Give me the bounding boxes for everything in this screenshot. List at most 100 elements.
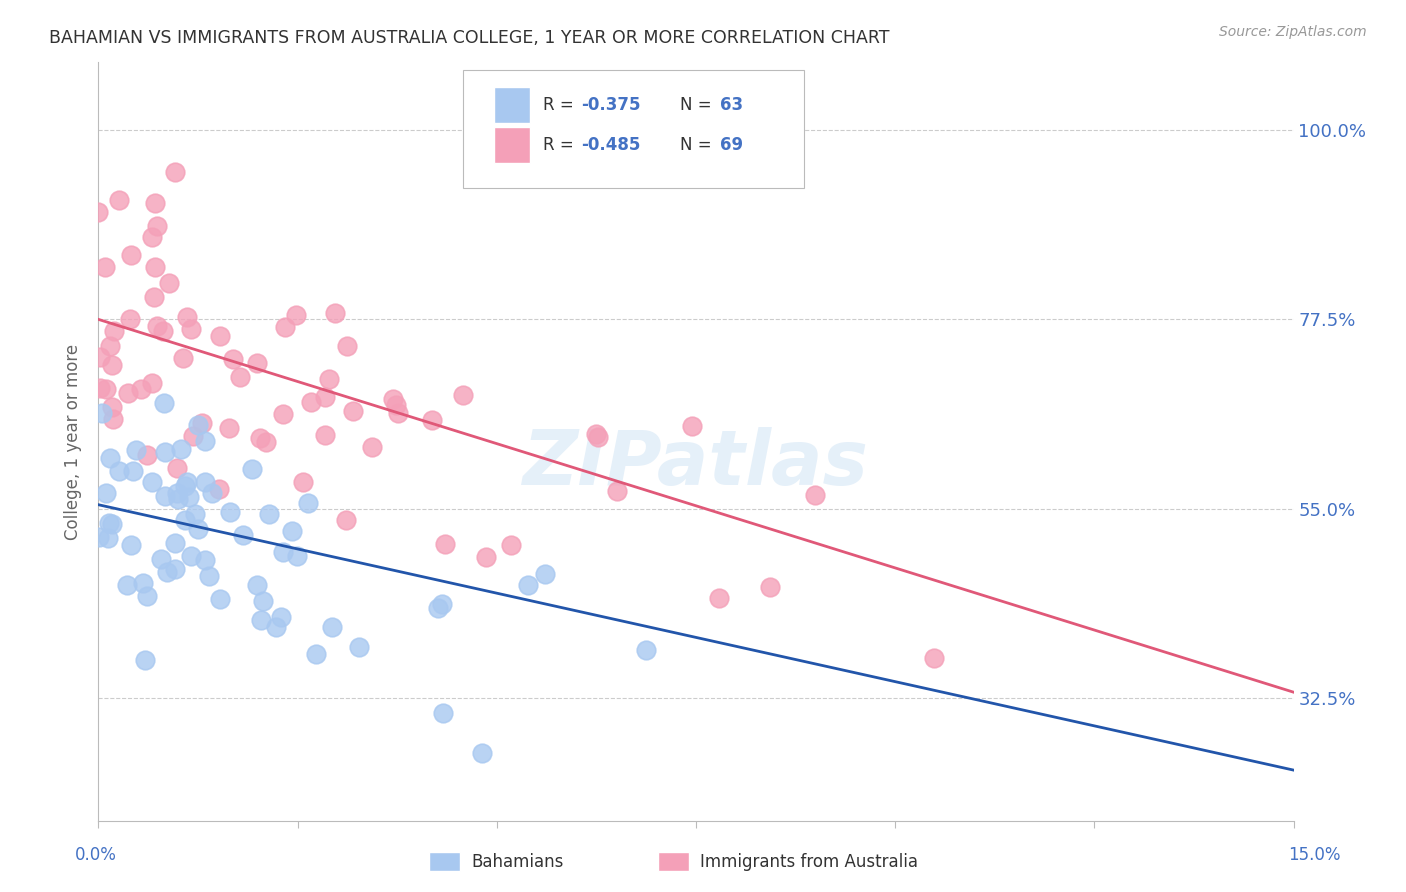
Point [209, 329, 232, 343]
Point [143, 290, 166, 304]
Point [270, 609, 292, 624]
Point [143, 195, 166, 210]
Point [318, 372, 340, 386]
Point [115, 578, 138, 592]
Point [475, 550, 498, 565]
Point [517, 578, 540, 592]
Text: 0.0%: 0.0% [75, 846, 117, 863]
Point [606, 484, 628, 499]
Y-axis label: College, 1 year or more: College, 1 year or more [65, 343, 83, 540]
Point [156, 565, 179, 579]
Point [141, 229, 163, 244]
Text: 15.0%: 15.0% [1288, 846, 1341, 863]
Point [201, 486, 224, 500]
Point [120, 538, 142, 552]
Text: Source: ZipAtlas.com: Source: ZipAtlas.com [1219, 25, 1367, 39]
Point [218, 421, 240, 435]
Point [94, 260, 117, 275]
Point [208, 483, 231, 497]
Point [681, 419, 703, 434]
Point [125, 442, 148, 457]
Point [193, 552, 215, 566]
Point [240, 462, 263, 476]
Text: BAHAMIAN VS IMMIGRANTS FROM AUSTRALIA COLLEGE, 1 YEAR OR MORE CORRELATION CHART: BAHAMIAN VS IMMIGRANTS FROM AUSTRALIA CO… [49, 29, 890, 46]
Point [314, 390, 336, 404]
Point [103, 412, 125, 426]
Point [187, 523, 209, 537]
Point [103, 324, 125, 338]
Point [194, 475, 217, 490]
Point [451, 388, 474, 402]
Point [173, 479, 195, 493]
Point [177, 490, 200, 504]
Text: 63: 63 [720, 96, 742, 114]
Point [759, 580, 782, 594]
Point [264, 620, 287, 634]
Point [152, 325, 174, 339]
Point [246, 578, 269, 592]
Point [198, 568, 221, 582]
Point [271, 544, 294, 558]
Point [141, 376, 163, 390]
Point [360, 441, 382, 455]
Point [299, 395, 322, 409]
Point [194, 434, 217, 449]
Point [146, 319, 169, 334]
Point [432, 706, 454, 720]
Point [97, 531, 120, 545]
Point [108, 464, 131, 478]
FancyBboxPatch shape [463, 70, 804, 187]
Text: N =: N = [681, 96, 717, 114]
Point [252, 594, 274, 608]
Point [117, 386, 139, 401]
Point [804, 488, 827, 502]
Point [87, 205, 110, 219]
Point [101, 359, 124, 373]
Point [432, 597, 454, 611]
Point [87, 530, 110, 544]
Point [96, 486, 118, 500]
Point [100, 339, 122, 353]
FancyBboxPatch shape [494, 87, 530, 123]
Point [499, 538, 522, 552]
Point [209, 591, 232, 606]
Point [157, 276, 180, 290]
Text: R =: R = [543, 96, 579, 114]
Point [382, 392, 405, 406]
Point [533, 567, 555, 582]
Point [129, 382, 152, 396]
Text: Immigrants from Australia: Immigrants from Australia [700, 853, 918, 871]
Point [101, 516, 124, 531]
Point [250, 613, 273, 627]
Point [291, 475, 314, 490]
Point [585, 426, 607, 441]
Point [163, 536, 186, 550]
Text: R =: R = [543, 136, 579, 154]
Point [89, 381, 111, 395]
Point [321, 620, 343, 634]
Point [167, 492, 190, 507]
Point [304, 647, 326, 661]
Point [229, 370, 252, 384]
Text: -0.485: -0.485 [581, 136, 641, 154]
Point [297, 496, 319, 510]
Point [285, 308, 308, 322]
Point [634, 643, 657, 657]
Point [120, 248, 142, 262]
Point [174, 513, 197, 527]
Text: -0.375: -0.375 [581, 96, 641, 114]
Text: Bahamians: Bahamians [471, 853, 564, 871]
Text: 69: 69 [720, 136, 742, 154]
Point [152, 396, 174, 410]
Point [922, 651, 945, 665]
Point [136, 448, 159, 462]
Point [173, 351, 195, 365]
Point [141, 475, 163, 490]
Point [184, 507, 207, 521]
Point [271, 407, 294, 421]
Point [222, 351, 245, 366]
Text: N =: N = [681, 136, 717, 154]
Point [349, 640, 371, 654]
Point [176, 310, 198, 325]
Point [108, 193, 131, 207]
